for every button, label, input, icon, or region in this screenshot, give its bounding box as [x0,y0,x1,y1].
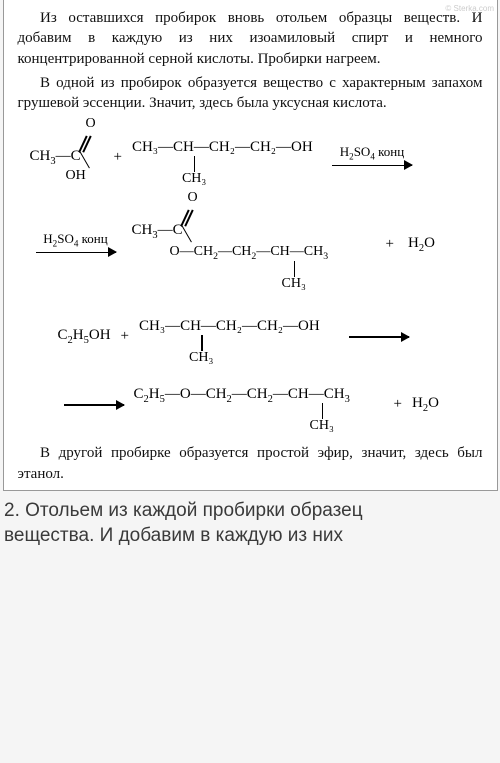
ester-o-chain: O—CH2—CH2—CH—CH3 [170,245,329,262]
paragraph-3: В другой пробирке образуется простой эфи… [18,443,483,484]
reaction-1-arrow: H2SO4 конц [332,144,412,171]
arrow-4 [64,398,124,410]
acetic-ch3: CH3—C [30,149,81,168]
water-2: H2O [412,395,439,414]
ether-product-structure: C2H5—O—CH2—CH2—CH—CH3 CH₃ [134,379,384,429]
lower-caption-block: 2. Отольем из каждой пробирки образец ве… [0,491,500,549]
ester-o-dbl: O [188,191,198,205]
ether-chain: C2H5—O—CH2—CH2—CH—CH3 [134,387,350,406]
isoamyl-branch-bond-2 [201,335,203,351]
isoamyl-branch: CH₃ [182,172,206,186]
acetic-o: O [86,117,96,131]
paragraph-2: В одной из пробирок образуется вещество … [18,73,483,114]
isoamyl-branch-2: CH₃ [189,351,213,365]
acetic-c-oh-bond [79,144,101,168]
ether-branch-bond [322,403,324,419]
reaction-1-products: H2SO4 конц CH3—C O O—CH2—CH2—CH—CH3 CH₃ … [30,205,483,283]
reaction-2-reactants: C2H5OH + CH₃—CH—CH₂—CH₂—OH CH₃ [58,311,483,361]
plus-2: + [386,236,394,253]
arrow-1 [332,159,412,171]
reaction-2-arrow-2 [64,398,124,410]
arrow-2 [36,246,116,258]
acetic-oh: OH [66,169,86,183]
isoamyl-alcohol-2: CH₃—CH—CH₂—CH₂—OH CH₃ [139,311,339,361]
ester-c-o-bond [181,218,203,242]
reaction-1-reactants: CH3—C O OH + CH₃—CH—CH₂—CH₂—OH CH₃ H2SO4… [30,131,483,183]
document-page: © Sterka.com Из оставшихся пробирок внов… [3,0,498,491]
ester-lead: CH3—C [132,223,183,242]
chemistry-equations: CH3—C O OH + CH₃—CH—CH₂—CH₂—OH CH₃ H2SO4… [24,131,483,429]
paragraph-1: Из оставшихся пробирок вновь отольем обр… [18,8,483,69]
reaction-2-arrow [349,330,409,342]
ether-branch: CH₃ [310,419,334,433]
plus-1: + [114,149,122,166]
acetic-acid-structure: CH3—C O OH [30,131,98,183]
isoamyl-alcohol-structure: CH₃—CH—CH₂—CH₂—OH CH₃ [132,132,322,182]
watermark-text: © Sterka.com [445,4,494,13]
plus-4: + [394,396,402,413]
plus-3: + [121,328,129,345]
caption-line-1: 2. Отольем из каждой пробирки образец [4,498,494,524]
caption-line-2: вещества. И добавим в каждую из них [4,523,494,549]
reaction-2-products: C2H5—O—CH2—CH2—CH—CH3 CH₃ + H2O [58,379,483,429]
reaction-1-arrow-2: H2SO4 конц [36,231,116,258]
isoamyl-branch-bond [194,156,196,172]
water-1: H2O [408,235,435,254]
isoamyl-chain-2: CH₃—CH—CH₂—CH₂—OH [139,319,320,334]
ester-branch-bond [294,261,296,277]
ethanol-text: C2H5OH [58,327,111,346]
isoamyl-chain: CH₃—CH—CH₂—CH₂—OH [132,140,313,155]
ester-branch: CH₃ [282,277,306,291]
isoamyl-acetate-structure: CH3—C O O—CH2—CH2—CH—CH3 CH₃ [132,205,372,283]
arrow-3 [349,330,409,342]
